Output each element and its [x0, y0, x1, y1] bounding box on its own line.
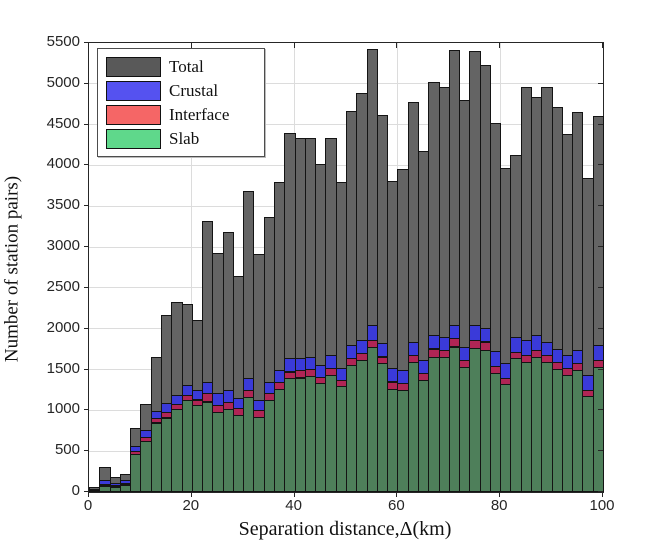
y-tick-label-0: 0 — [71, 482, 80, 499]
x-tick-label-40: 40 — [285, 497, 302, 514]
x-tick-top-60 — [396, 43, 398, 48]
x-tick-bottom-40 — [293, 492, 295, 497]
crustal-swatch — [106, 81, 161, 101]
y-tick-right-2500 — [598, 286, 603, 288]
x-tick-label-60: 60 — [388, 497, 405, 514]
legend-label-crustal: Crustal — [169, 81, 219, 100]
total-swatch — [106, 57, 161, 77]
y-tick-right-1000 — [598, 409, 603, 411]
legend-row-total: Total — [106, 55, 256, 79]
v-gridline-20 — [191, 43, 193, 492]
x-tick-bottom-100 — [602, 492, 603, 497]
legend-row-slab: Slab — [106, 127, 256, 151]
y-tick-label-1500: 1500 — [46, 359, 80, 377]
y-tick-label-2000: 2000 — [46, 318, 80, 336]
x-tick-bottom-60 — [396, 492, 398, 497]
y-tick-right-5500 — [598, 42, 603, 43]
legend: Total Crustal Interface Slab — [97, 48, 265, 157]
legend-row-crustal: Crustal — [106, 79, 256, 103]
legend-label-slab: Slab — [169, 129, 200, 148]
x-tick-bottom-80 — [499, 492, 501, 497]
y-tick-right-500 — [598, 450, 603, 452]
y-tick-left-3500 — [84, 205, 89, 207]
y-tick-label-500: 500 — [54, 441, 80, 459]
h-gridline-5000 — [89, 83, 603, 85]
legend-label-total: Total — [169, 57, 204, 76]
y-tick-right-4000 — [598, 164, 603, 166]
y-axis-label: Number of station pairs) — [1, 175, 23, 363]
legend-label-interface: Interface — [169, 105, 230, 124]
y-tick-left-1500 — [84, 368, 89, 370]
y-tick-left-2000 — [84, 327, 89, 329]
y-tick-left-3000 — [84, 246, 89, 248]
y-tick-left-500 — [84, 450, 89, 452]
y-tick-right-0 — [598, 491, 603, 492]
y-tick-right-3000 — [598, 246, 603, 248]
interface-swatch — [106, 105, 161, 125]
y-tick-left-4500 — [84, 123, 89, 125]
y-tick-label-4000: 4000 — [46, 155, 80, 173]
y-tick-label-4500: 4500 — [46, 114, 80, 132]
y-tick-right-4500 — [598, 123, 603, 125]
legend-row-interface: Interface — [106, 103, 256, 127]
plot-area: Total Crustal Interface Slab — [84, 42, 604, 497]
y-tick-right-5000 — [598, 82, 603, 84]
y-tick-label-3500: 3500 — [46, 196, 80, 214]
y-tick-left-5500 — [84, 42, 89, 43]
x-tick-bottom-20 — [190, 492, 192, 497]
x-tick-label-20: 20 — [182, 497, 200, 514]
y-tick-label-5000: 5000 — [46, 73, 80, 91]
y-tick-right-2000 — [598, 327, 603, 329]
x-tick-top-40 — [293, 43, 295, 48]
y-tick-label-1000: 1000 — [46, 400, 80, 418]
x-tick-top-80 — [499, 43, 501, 48]
y-tick-left-2500 — [84, 286, 89, 288]
y-tick-label-2500: 2500 — [46, 277, 80, 295]
x-tick-top-0 — [88, 43, 89, 48]
y-tick-left-5000 — [84, 82, 89, 84]
x-tick-label-0: 0 — [83, 497, 93, 514]
y-tick-right-3500 — [598, 205, 603, 207]
x-tick-top-20 — [190, 43, 192, 48]
x-tick-top-100 — [602, 43, 603, 48]
x-tick-label-80: 80 — [490, 497, 508, 514]
bar-98-100km-crustal — [593, 345, 604, 361]
x-tick-label-100: 100 — [589, 497, 615, 514]
slab-swatch — [106, 129, 161, 149]
x-tick-bottom-0 — [88, 492, 89, 497]
bar-98-100km-slab — [593, 367, 604, 492]
y-tick-left-1000 — [84, 409, 89, 411]
y-tick-left-4000 — [84, 164, 89, 166]
x-axis-label: Separation distance,Δ(km) — [238, 518, 452, 540]
y-tick-right-1500 — [598, 368, 603, 370]
y-tick-left-0 — [84, 491, 89, 492]
y-tick-label-3000: 3000 — [46, 237, 80, 255]
y-tick-label-5500: 5500 — [46, 33, 80, 50]
